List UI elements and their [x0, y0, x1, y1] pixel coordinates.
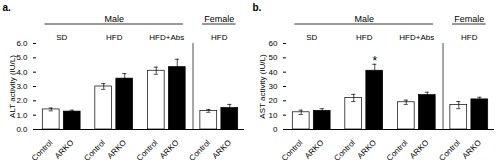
- svg-text:Control: Control: [187, 138, 212, 160]
- svg-text:Control: Control: [135, 138, 160, 160]
- svg-text:HFD: HFD: [356, 33, 373, 42]
- svg-text:b.: b.: [253, 2, 262, 13]
- svg-text:AST activity (IU/L): AST activity (IU/L): [258, 54, 267, 119]
- svg-text:0.0: 0.0: [16, 125, 28, 134]
- svg-text:HFD: HFD: [106, 33, 123, 42]
- svg-text:5.0: 5.0: [16, 53, 28, 62]
- svg-text:ALT activity (IU/L): ALT activity (IU/L): [8, 55, 17, 118]
- svg-text:ARKO: ARKO: [461, 138, 483, 160]
- svg-text:ARKO: ARKO: [303, 138, 325, 160]
- svg-text:ARKO: ARKO: [158, 138, 180, 160]
- svg-text:ARKO: ARKO: [211, 138, 233, 160]
- svg-text:HFD+Abs: HFD+Abs: [399, 33, 434, 42]
- svg-text:40: 40: [269, 68, 278, 77]
- svg-text:HFD: HFD: [211, 33, 228, 42]
- svg-text:Male: Male: [104, 14, 124, 24]
- svg-text:SD: SD: [56, 33, 67, 42]
- svg-text:0: 0: [273, 125, 278, 134]
- svg-text:Control: Control: [332, 138, 357, 160]
- svg-text:1.0: 1.0: [16, 111, 28, 120]
- svg-text:3.0: 3.0: [16, 82, 28, 91]
- svg-text:4.0: 4.0: [16, 68, 28, 77]
- svg-text:10: 10: [269, 111, 278, 120]
- svg-text:50: 50: [269, 53, 278, 62]
- svg-text:60: 60: [269, 39, 278, 48]
- svg-text:ARKO: ARKO: [106, 138, 128, 160]
- svg-text:ARKO: ARKO: [53, 138, 75, 160]
- svg-text:HFD: HFD: [461, 33, 478, 42]
- svg-text:Control: Control: [280, 138, 305, 160]
- svg-text:ARKO: ARKO: [408, 138, 430, 160]
- svg-text:2.0: 2.0: [16, 96, 28, 105]
- svg-text:Control: Control: [82, 138, 107, 160]
- svg-text:Control: Control: [437, 138, 462, 160]
- svg-text:Male: Male: [354, 14, 374, 24]
- svg-text:20: 20: [269, 96, 278, 105]
- svg-text:*: *: [372, 54, 377, 68]
- svg-text:SD: SD: [306, 33, 317, 42]
- svg-text:HFD+Abs: HFD+Abs: [149, 33, 184, 42]
- svg-text:a.: a.: [3, 2, 12, 13]
- svg-text:ARKO: ARKO: [356, 138, 378, 160]
- svg-text:Female: Female: [204, 14, 234, 24]
- svg-text:Female: Female: [454, 14, 484, 24]
- svg-text:Control: Control: [30, 138, 55, 160]
- svg-text:Control: Control: [385, 138, 410, 160]
- svg-text:6.0: 6.0: [16, 39, 28, 48]
- svg-text:30: 30: [269, 82, 278, 91]
